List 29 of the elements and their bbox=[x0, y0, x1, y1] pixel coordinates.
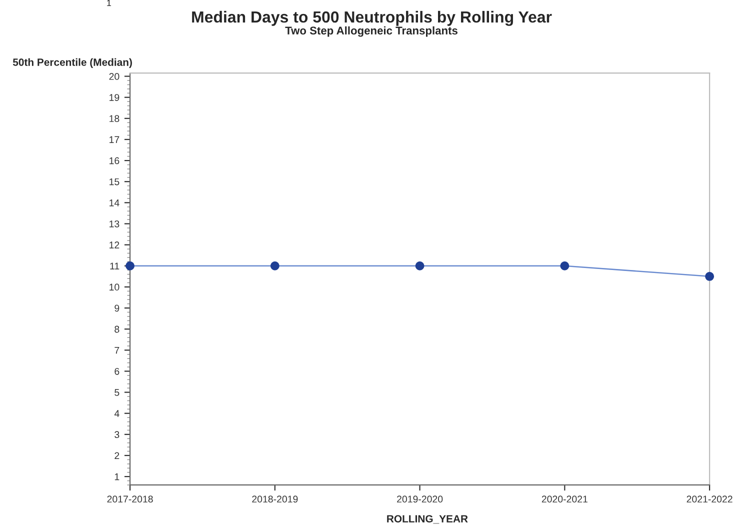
y-tick-label: 12 bbox=[110, 242, 120, 248]
y-tick-label: 14 bbox=[110, 200, 120, 206]
y-tick-label: 6 bbox=[114, 368, 120, 375]
y-tick-label: 2 bbox=[114, 452, 120, 459]
y-tick-label: 4 bbox=[114, 410, 120, 417]
y-tick-label: 16 bbox=[110, 157, 120, 164]
y-tick-label: 19 bbox=[110, 94, 120, 101]
x-tick-label: 2021-2022 bbox=[686, 496, 732, 503]
y-tick-label: 15 bbox=[110, 178, 120, 186]
y-tick-label: 17 bbox=[110, 136, 120, 143]
y-tick-label: 1 bbox=[114, 473, 120, 480]
y-tick-label: 20 bbox=[109, 73, 120, 80]
y-tick-label: 7 bbox=[114, 346, 120, 354]
chart-title: Median Days to 500 Neutrophils by Rolling Year bbox=[192, 10, 552, 26]
x-tick-label: 2017-2018 bbox=[107, 496, 153, 503]
y-tick-label: 3 bbox=[114, 431, 120, 438]
x-axis-title: ROLLING_YEAR bbox=[387, 515, 468, 524]
y-tick-label: 18 bbox=[110, 115, 120, 122]
y-tick-label: 5 bbox=[114, 389, 120, 396]
y-tick-label: 10 bbox=[110, 284, 120, 291]
x-tick-label: 2019-2020 bbox=[397, 496, 443, 503]
chart-subtitle: Two Step Allogeneic Transplants bbox=[285, 26, 458, 37]
y-axis-title: 50th Percentile (Median) bbox=[12, 58, 132, 68]
x-tick-label: 2018-2019 bbox=[252, 496, 298, 503]
y-tick-label: 13 bbox=[110, 220, 120, 228]
y-tick-label: 8 bbox=[114, 326, 120, 333]
x-tick-label: 2020-2021 bbox=[542, 496, 588, 503]
y-tick-label: 11 bbox=[110, 262, 120, 270]
y-tick-label: 9 bbox=[114, 304, 120, 312]
